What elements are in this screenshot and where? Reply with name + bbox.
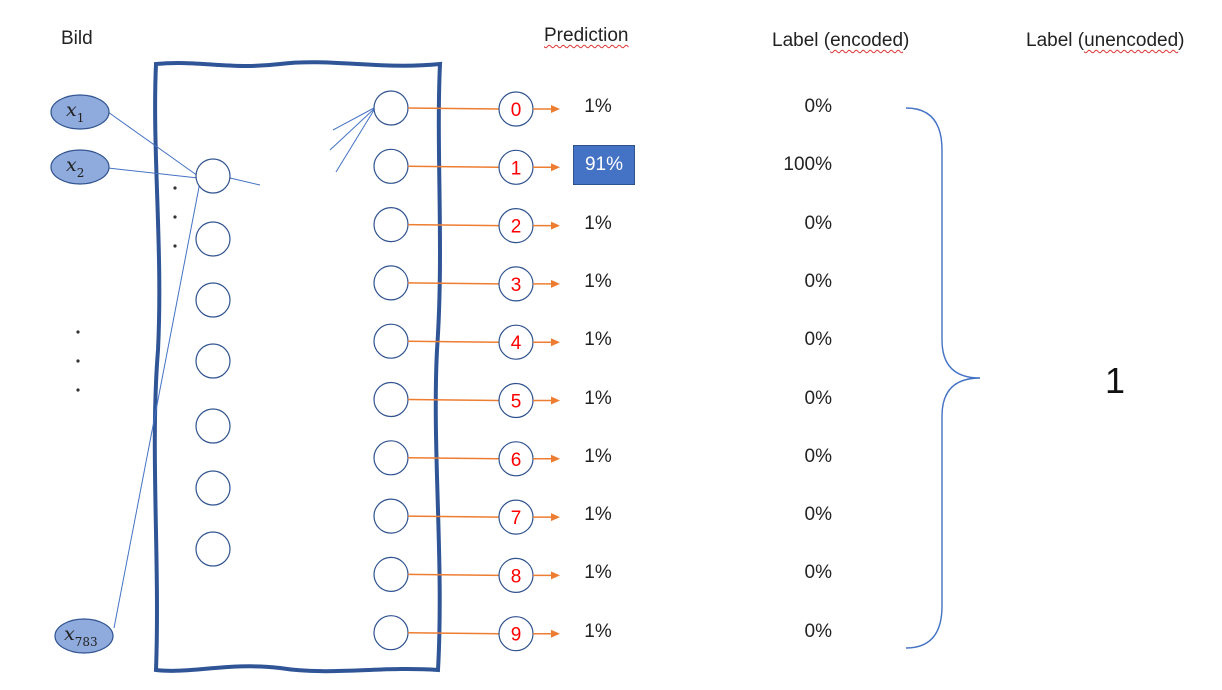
header-label-unencoded-post: ) bbox=[1178, 30, 1185, 51]
prediction-value: 1% bbox=[584, 445, 612, 467]
prediction-value: 1% bbox=[584, 329, 612, 351]
output-neuron bbox=[373, 207, 409, 243]
header-label-encoded-post: ) bbox=[903, 30, 910, 51]
output-digit-label: 5 bbox=[511, 392, 522, 413]
output-digit-label: 6 bbox=[511, 450, 522, 471]
output-neuron bbox=[373, 323, 409, 359]
curly-brace bbox=[905, 107, 981, 649]
hidden-neuron bbox=[195, 158, 231, 194]
arrowhead-icon bbox=[551, 513, 560, 522]
output-digit-label: 9 bbox=[511, 625, 522, 646]
prediction-value: 1% bbox=[584, 96, 612, 117]
output-neuron bbox=[373, 381, 409, 418]
prediction-value: 1% bbox=[584, 212, 612, 234]
output-neuron bbox=[373, 440, 409, 476]
output-neuron bbox=[373, 265, 409, 301]
encoded-label-value: 0% bbox=[804, 387, 832, 409]
arrowhead-icon bbox=[551, 396, 560, 405]
encoded-label-value: 100% bbox=[783, 154, 832, 176]
output-neuron bbox=[373, 615, 409, 651]
hidden-neuron bbox=[195, 282, 231, 318]
output-digit-label: 4 bbox=[511, 333, 522, 354]
output-neuron bbox=[373, 498, 409, 534]
header-label-unencoded-word: unencoded bbox=[1084, 30, 1179, 51]
hidden-neuron bbox=[195, 343, 231, 379]
connection-arrow-line bbox=[407, 457, 500, 460]
header-prediction-text: Prediction bbox=[544, 25, 629, 46]
output-digit-label: 3 bbox=[511, 275, 522, 296]
hidden-neuron bbox=[195, 408, 231, 444]
input-node bbox=[54, 618, 114, 654]
arrowhead-icon bbox=[551, 571, 560, 580]
output-digit-label: 2 bbox=[511, 217, 522, 238]
arrowhead-icon bbox=[551, 221, 560, 230]
encoded-label-value: 0% bbox=[804, 562, 832, 584]
output-neuron bbox=[373, 90, 409, 126]
connection-arrow-line bbox=[407, 398, 500, 402]
output-digit-label: 8 bbox=[511, 566, 522, 587]
prediction-value: 1% bbox=[584, 387, 612, 409]
arrowhead-icon bbox=[551, 279, 560, 288]
header-label-encoded-word: encoded bbox=[830, 30, 904, 51]
output-neuron bbox=[373, 556, 409, 593]
prediction-value: 1% bbox=[584, 562, 612, 584]
network-box bbox=[152, 60, 443, 674]
input-connections bbox=[107, 107, 375, 629]
header-label-unencoded-pre: Label ( bbox=[1026, 30, 1085, 51]
connection-arrow-line bbox=[407, 165, 500, 169]
output-digit-label: 0 bbox=[511, 100, 522, 121]
connection-arrow-line bbox=[407, 282, 500, 285]
hidden-neuron bbox=[195, 470, 231, 506]
header-prediction: Prediction bbox=[544, 25, 629, 47]
arrowhead-icon bbox=[551, 163, 560, 172]
input-variable-label: x783 bbox=[64, 623, 98, 649]
encoded-label-value: 0% bbox=[804, 620, 832, 642]
header-label-unencoded: Label (unencoded) bbox=[1026, 30, 1184, 52]
header-bild: Bild bbox=[61, 28, 93, 49]
ellipsis-dots bbox=[76, 186, 177, 392]
encoded-label-value: 0% bbox=[804, 504, 832, 526]
connection-arrow-line bbox=[407, 107, 500, 110]
encoded-label-value: 0% bbox=[804, 445, 832, 467]
connection-arrow-line bbox=[407, 515, 500, 518]
highlighted-prediction: 91% bbox=[573, 145, 635, 185]
arrowhead-icon bbox=[551, 105, 560, 113]
hidden-neuron bbox=[195, 221, 231, 257]
encoded-label-value: 0% bbox=[804, 212, 832, 234]
header-label-encoded-pre: Label ( bbox=[772, 30, 831, 51]
output-digit-label: 1 bbox=[511, 158, 522, 179]
prediction-value: 1% bbox=[584, 620, 612, 642]
arrowhead-icon bbox=[551, 454, 560, 463]
hidden-layer bbox=[195, 158, 231, 567]
arrowhead-icon bbox=[551, 629, 560, 638]
input-node bbox=[50, 149, 110, 185]
connection-arrow-line bbox=[407, 573, 500, 577]
arrowhead-icon bbox=[551, 338, 560, 347]
output-layer: 0 1 2 3 4 5 6 7 8 9 bbox=[373, 90, 560, 652]
prediction-value: 1% bbox=[584, 270, 612, 292]
prediction-value: 1% bbox=[584, 504, 612, 526]
connection-arrow-line bbox=[407, 223, 500, 227]
encoded-label-value: 0% bbox=[804, 329, 832, 351]
output-digit-label: 7 bbox=[511, 508, 522, 529]
input-node bbox=[50, 94, 110, 130]
encoded-label-value: 0% bbox=[804, 96, 832, 117]
unencoded-label-value: 1 bbox=[1104, 360, 1126, 401]
connection-arrow-line bbox=[407, 631, 500, 635]
output-neuron bbox=[373, 148, 409, 184]
hidden-neuron bbox=[195, 531, 231, 567]
connection-arrow-line bbox=[407, 340, 500, 343]
header-label-encoded: Label (encoded) bbox=[772, 30, 909, 52]
encoded-label-value: 0% bbox=[804, 270, 832, 292]
